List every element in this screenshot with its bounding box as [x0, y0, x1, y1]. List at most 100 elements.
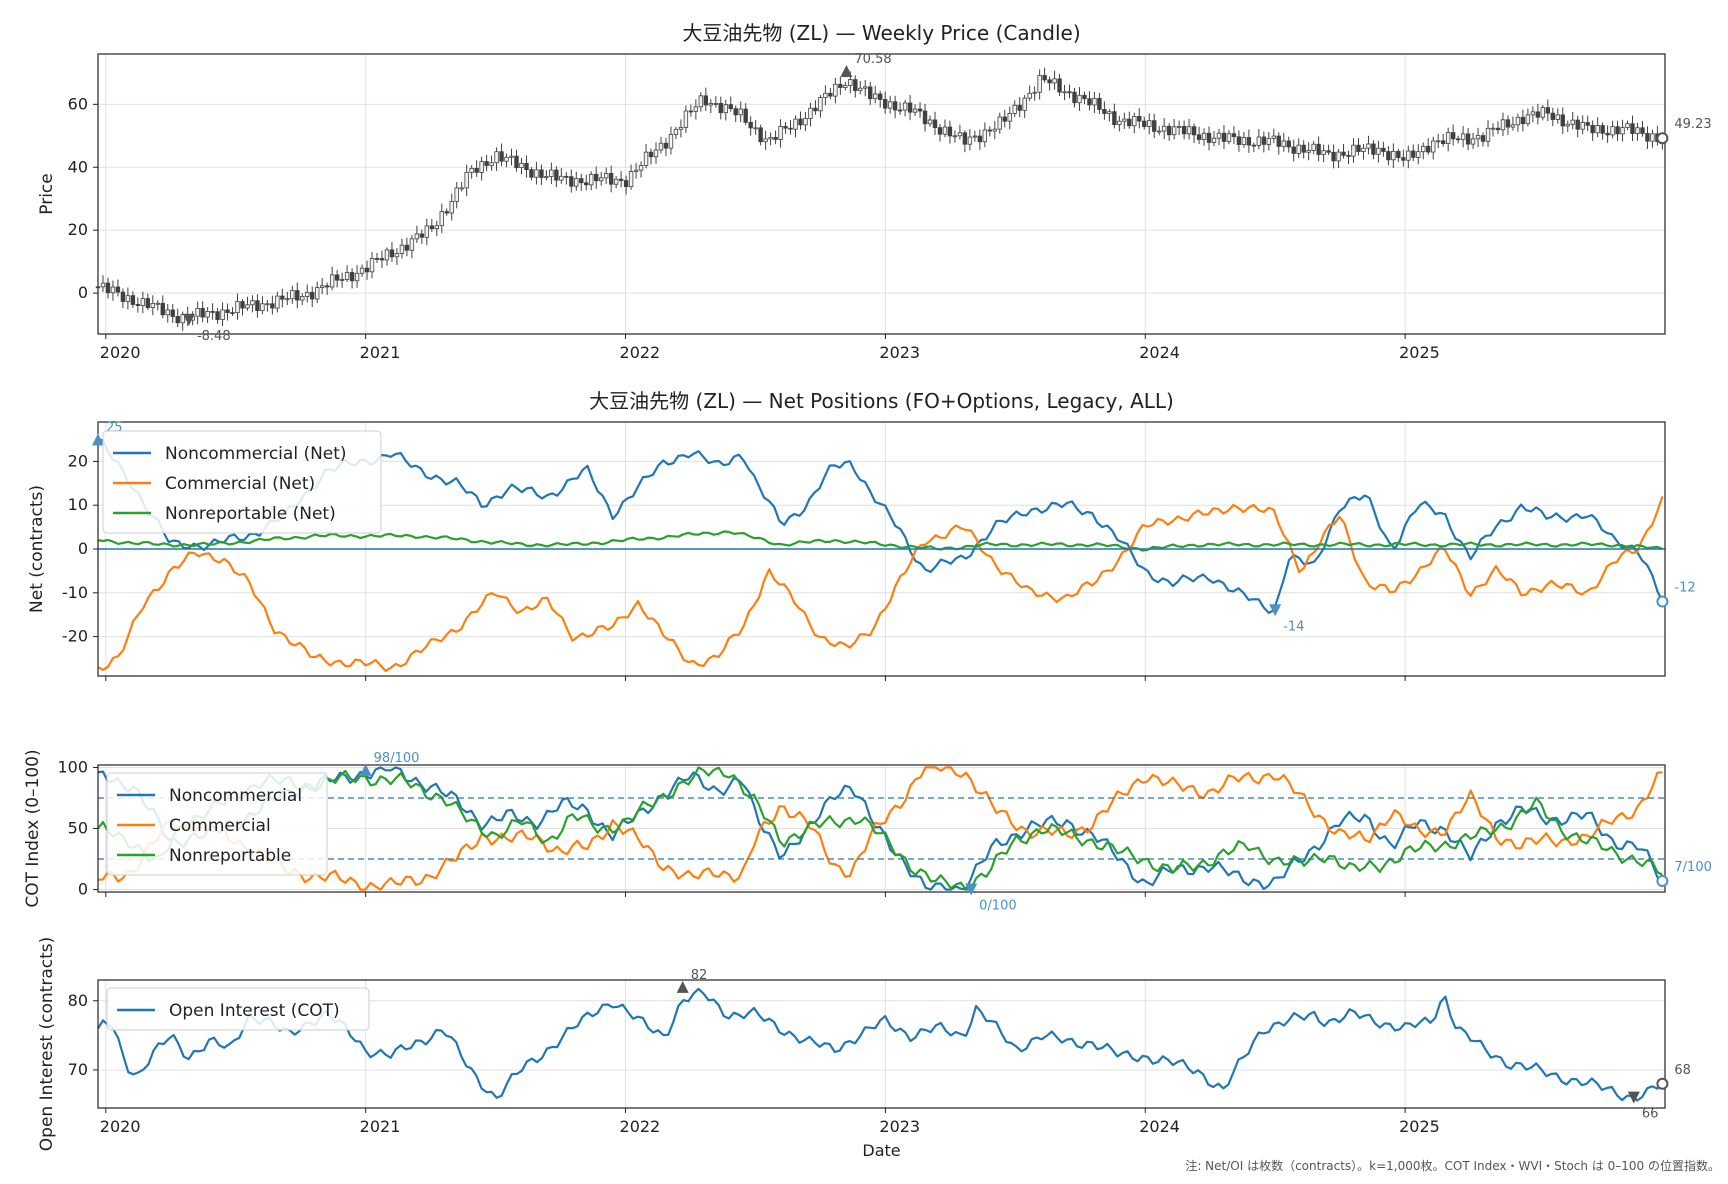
- candle-body: [374, 258, 380, 260]
- candle-body: [897, 109, 903, 112]
- candle-body: [1635, 127, 1640, 134]
- candle-body: [1570, 119, 1575, 125]
- candle-body: [1386, 151, 1391, 161]
- candle-body: [349, 272, 355, 282]
- candle-body: [1515, 116, 1521, 126]
- candle-body: [1341, 151, 1346, 156]
- legend-entry: Open Interest (COT): [169, 1001, 340, 1021]
- candle-body: [947, 126, 953, 137]
- candle-body: [1381, 147, 1386, 152]
- net-y-label: Net (contracts): [27, 485, 47, 613]
- last-value-marker: [1656, 1077, 1669, 1090]
- candle-body: [853, 79, 858, 92]
- candle-body: [1530, 111, 1536, 116]
- candle-body: [598, 177, 604, 182]
- candle-body: [1540, 107, 1546, 118]
- candle-body: [315, 287, 320, 300]
- candle-body: [1291, 146, 1296, 154]
- min-annotation-marker: [1627, 1091, 1640, 1104]
- y-tick-label: 70: [68, 1060, 88, 1079]
- candle-body: [439, 211, 444, 227]
- candle-body: [758, 127, 763, 143]
- x-tick-label: 2024: [1139, 343, 1180, 362]
- candle-body: [808, 107, 813, 119]
- candle-body: [359, 267, 365, 274]
- candle-body: [1510, 124, 1516, 128]
- candle-body: [479, 161, 484, 173]
- candle-body: [300, 296, 305, 301]
- candle-body: [1525, 114, 1531, 125]
- candle-body: [1560, 114, 1565, 127]
- oi-plot-frame: [97, 979, 1666, 1109]
- y-tick-label: 100: [57, 757, 88, 776]
- candle-body: [618, 178, 624, 181]
- candle-body: [195, 308, 200, 317]
- last-value-marker: [1656, 595, 1669, 608]
- candle-body: [329, 274, 335, 288]
- candle-body: [907, 102, 913, 113]
- candle-body: [160, 302, 165, 316]
- candle-body: [564, 175, 569, 178]
- candle-body: [354, 272, 360, 282]
- candle-body: [524, 162, 529, 171]
- candle-body: [1211, 137, 1217, 143]
- candle-body: [1455, 138, 1461, 141]
- x-tick-label: 2020: [100, 343, 141, 362]
- candle-body: [210, 311, 215, 313]
- candle-body: [768, 136, 773, 140]
- candle-body: [514, 155, 519, 169]
- candle-body: [384, 249, 390, 261]
- candle-body: [1122, 118, 1127, 122]
- candle-body: [469, 168, 474, 173]
- candle-body: [1137, 116, 1142, 122]
- candle-body: [1206, 132, 1212, 143]
- candle-body: [972, 135, 978, 138]
- series-line-open-interest: [97, 987, 1664, 1102]
- candle-body: [838, 83, 843, 88]
- y-tick-label: 0: [78, 880, 88, 899]
- candle-body: [1261, 136, 1267, 145]
- y-tick-label: 60: [68, 94, 88, 113]
- candle-body: [1545, 107, 1551, 114]
- candle-body: [305, 291, 310, 297]
- candle-body: [1027, 92, 1032, 99]
- candle-body: [957, 132, 963, 137]
- candle-body: [1047, 79, 1052, 84]
- candle-body: [818, 97, 823, 112]
- legend-box: [106, 987, 370, 1031]
- last-value-label: 68: [1674, 1063, 1691, 1078]
- candle-body: [1421, 145, 1426, 153]
- max-annotation-label: 70.58: [854, 52, 891, 67]
- min-annotation-marker: [1269, 604, 1282, 617]
- candle-body: [698, 95, 704, 108]
- candle-body: [1580, 122, 1585, 130]
- candle-body: [1396, 150, 1401, 159]
- candle-body: [977, 135, 983, 143]
- candle-body: [295, 290, 300, 301]
- last-value-marker: [1656, 875, 1669, 888]
- candle-body: [499, 151, 504, 162]
- candle-body: [115, 286, 121, 293]
- candle-body: [743, 108, 748, 123]
- last-value-marker: [1656, 132, 1669, 145]
- candle-body: [459, 187, 464, 190]
- price-title: 大豆油先物 (ZL) — Weekly Price (Candle): [682, 21, 1080, 45]
- x-tick-label: 2022: [620, 1117, 661, 1136]
- candle-body: [1356, 144, 1361, 152]
- candle-body: [987, 129, 993, 132]
- candle-body: [1361, 147, 1366, 152]
- candle-body: [1301, 144, 1306, 153]
- y-tick-label: 0: [78, 539, 88, 558]
- candle-body: [738, 108, 743, 116]
- candle-body: [1550, 112, 1555, 120]
- candle-body: [688, 110, 694, 113]
- candle-body: [594, 173, 599, 182]
- candle-body: [369, 258, 375, 273]
- candle-body: [1366, 143, 1371, 149]
- candle-body: [1077, 94, 1082, 104]
- candle-body: [1142, 120, 1147, 127]
- candle-body: [285, 298, 290, 301]
- candle-body: [200, 308, 205, 318]
- candle-body: [1296, 144, 1301, 154]
- candle-body: [748, 121, 753, 129]
